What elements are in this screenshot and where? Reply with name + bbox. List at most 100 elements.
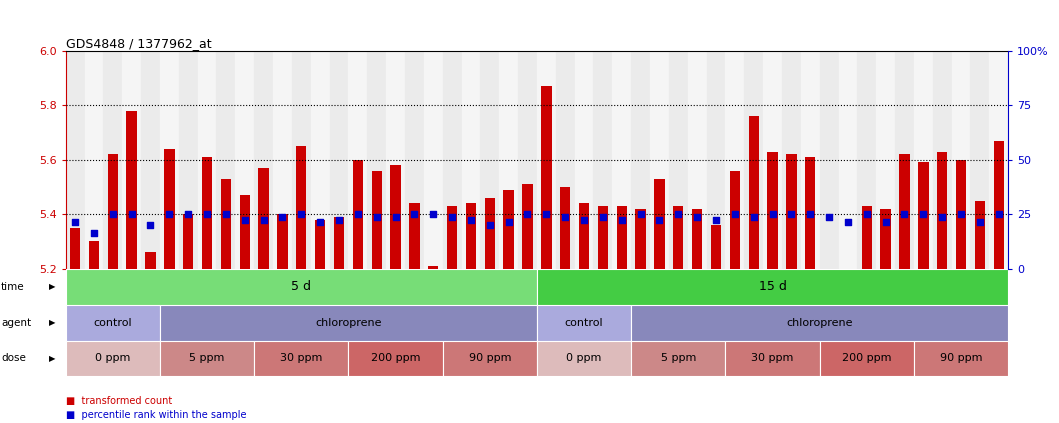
Bar [593,51,612,269]
Point [877,219,894,226]
Bar [876,51,895,269]
Text: 5 ppm: 5 ppm [190,354,225,363]
Bar [839,51,858,269]
Bar [669,51,687,269]
Bar [631,305,1008,341]
Point [104,211,122,217]
Bar [970,51,989,269]
Bar [447,206,457,269]
Bar [952,51,970,269]
Bar [631,341,725,376]
Text: dose: dose [1,354,25,363]
Bar [292,51,310,269]
Point [369,214,385,220]
Bar [725,51,744,269]
Bar [329,51,348,269]
Bar [674,206,683,269]
Bar [537,341,631,376]
Bar [541,86,552,269]
Point [217,211,234,217]
Point [594,214,611,220]
Bar [367,51,387,269]
Point [783,211,800,217]
Bar [654,179,665,269]
Bar [70,228,80,269]
Bar [235,51,254,269]
Bar [66,51,85,269]
Bar [914,341,1008,376]
Bar [85,51,104,269]
Text: GDS4848 / 1377962_at: GDS4848 / 1377962_at [66,37,212,49]
Text: chloroprene: chloroprene [316,318,381,327]
Bar [164,149,175,269]
Bar [895,51,914,269]
Bar [160,341,254,376]
Text: control: control [564,318,604,327]
Text: 30 ppm: 30 ppm [751,354,794,363]
Text: ■  percentile rank within the sample: ■ percentile rank within the sample [66,410,246,420]
Text: ■  transformed count: ■ transformed count [66,396,172,406]
Text: ▶: ▶ [49,282,55,291]
Bar [405,51,424,269]
Bar [989,51,1008,269]
Bar [616,206,627,269]
Bar [820,51,839,269]
Bar [198,51,216,269]
Point [425,211,442,217]
Bar [160,305,537,341]
Text: 30 ppm: 30 ppm [280,354,323,363]
Bar [160,51,179,269]
Bar [749,116,759,269]
Point [292,211,310,217]
Point [576,216,593,223]
Bar [537,51,556,269]
Bar [612,51,631,269]
Bar [66,269,537,305]
Bar [993,140,1004,269]
Bar [862,206,872,269]
Bar [462,51,481,269]
Bar [725,341,820,376]
Bar [522,184,533,269]
Point [726,211,743,217]
Bar [310,51,329,269]
Point [613,216,630,223]
Point [444,214,461,220]
Point [388,214,405,220]
Point [161,211,178,217]
Bar [503,190,514,269]
Point [463,216,480,223]
Bar [918,162,929,269]
Point [481,222,499,228]
Bar [499,51,518,269]
Bar [372,170,382,269]
Bar [635,209,646,269]
Bar [711,225,721,269]
Bar [443,51,462,269]
Text: ▶: ▶ [49,318,55,327]
Bar [706,51,725,269]
Bar [258,168,269,269]
Point [971,219,988,226]
Bar [104,51,122,269]
Bar [914,51,933,269]
Point [500,219,517,226]
Text: ▶: ▶ [49,354,55,363]
Bar [254,51,273,269]
Bar [650,51,669,269]
Point [557,214,574,220]
Bar [220,179,231,269]
Point [670,211,687,217]
Bar [108,154,118,269]
Bar [141,51,160,269]
Point [632,211,649,217]
Bar [768,151,777,269]
Point [330,216,347,223]
Bar [744,51,764,269]
Point [538,211,555,217]
Bar [334,217,344,269]
Bar [764,51,782,269]
Point [123,211,140,217]
Point [765,211,782,217]
Bar [485,198,495,269]
